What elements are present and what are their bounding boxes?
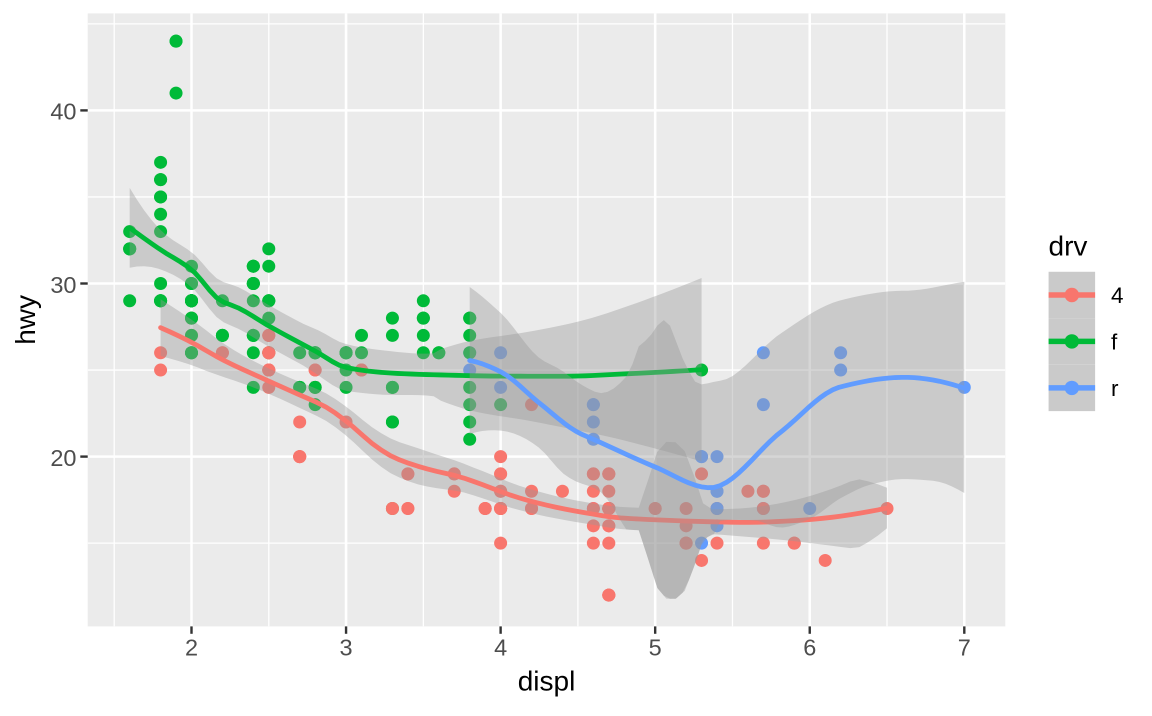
svg-text:5: 5 [649, 635, 662, 661]
svg-text:drv: drv [1049, 231, 1088, 262]
svg-text:r: r [1111, 376, 1119, 401]
svg-text:20: 20 [50, 445, 76, 471]
svg-text:40: 40 [50, 99, 76, 125]
svg-text:7: 7 [958, 635, 971, 661]
svg-text:f: f [1111, 330, 1118, 355]
svg-text:4: 4 [494, 635, 507, 661]
svg-text:30: 30 [50, 272, 76, 298]
svg-text:hwy: hwy [10, 295, 41, 345]
svg-text:4: 4 [1111, 283, 1124, 308]
svg-text:6: 6 [803, 635, 816, 661]
svg-text:2: 2 [185, 635, 198, 661]
svg-text:displ: displ [518, 666, 576, 697]
svg-text:3: 3 [340, 635, 353, 661]
